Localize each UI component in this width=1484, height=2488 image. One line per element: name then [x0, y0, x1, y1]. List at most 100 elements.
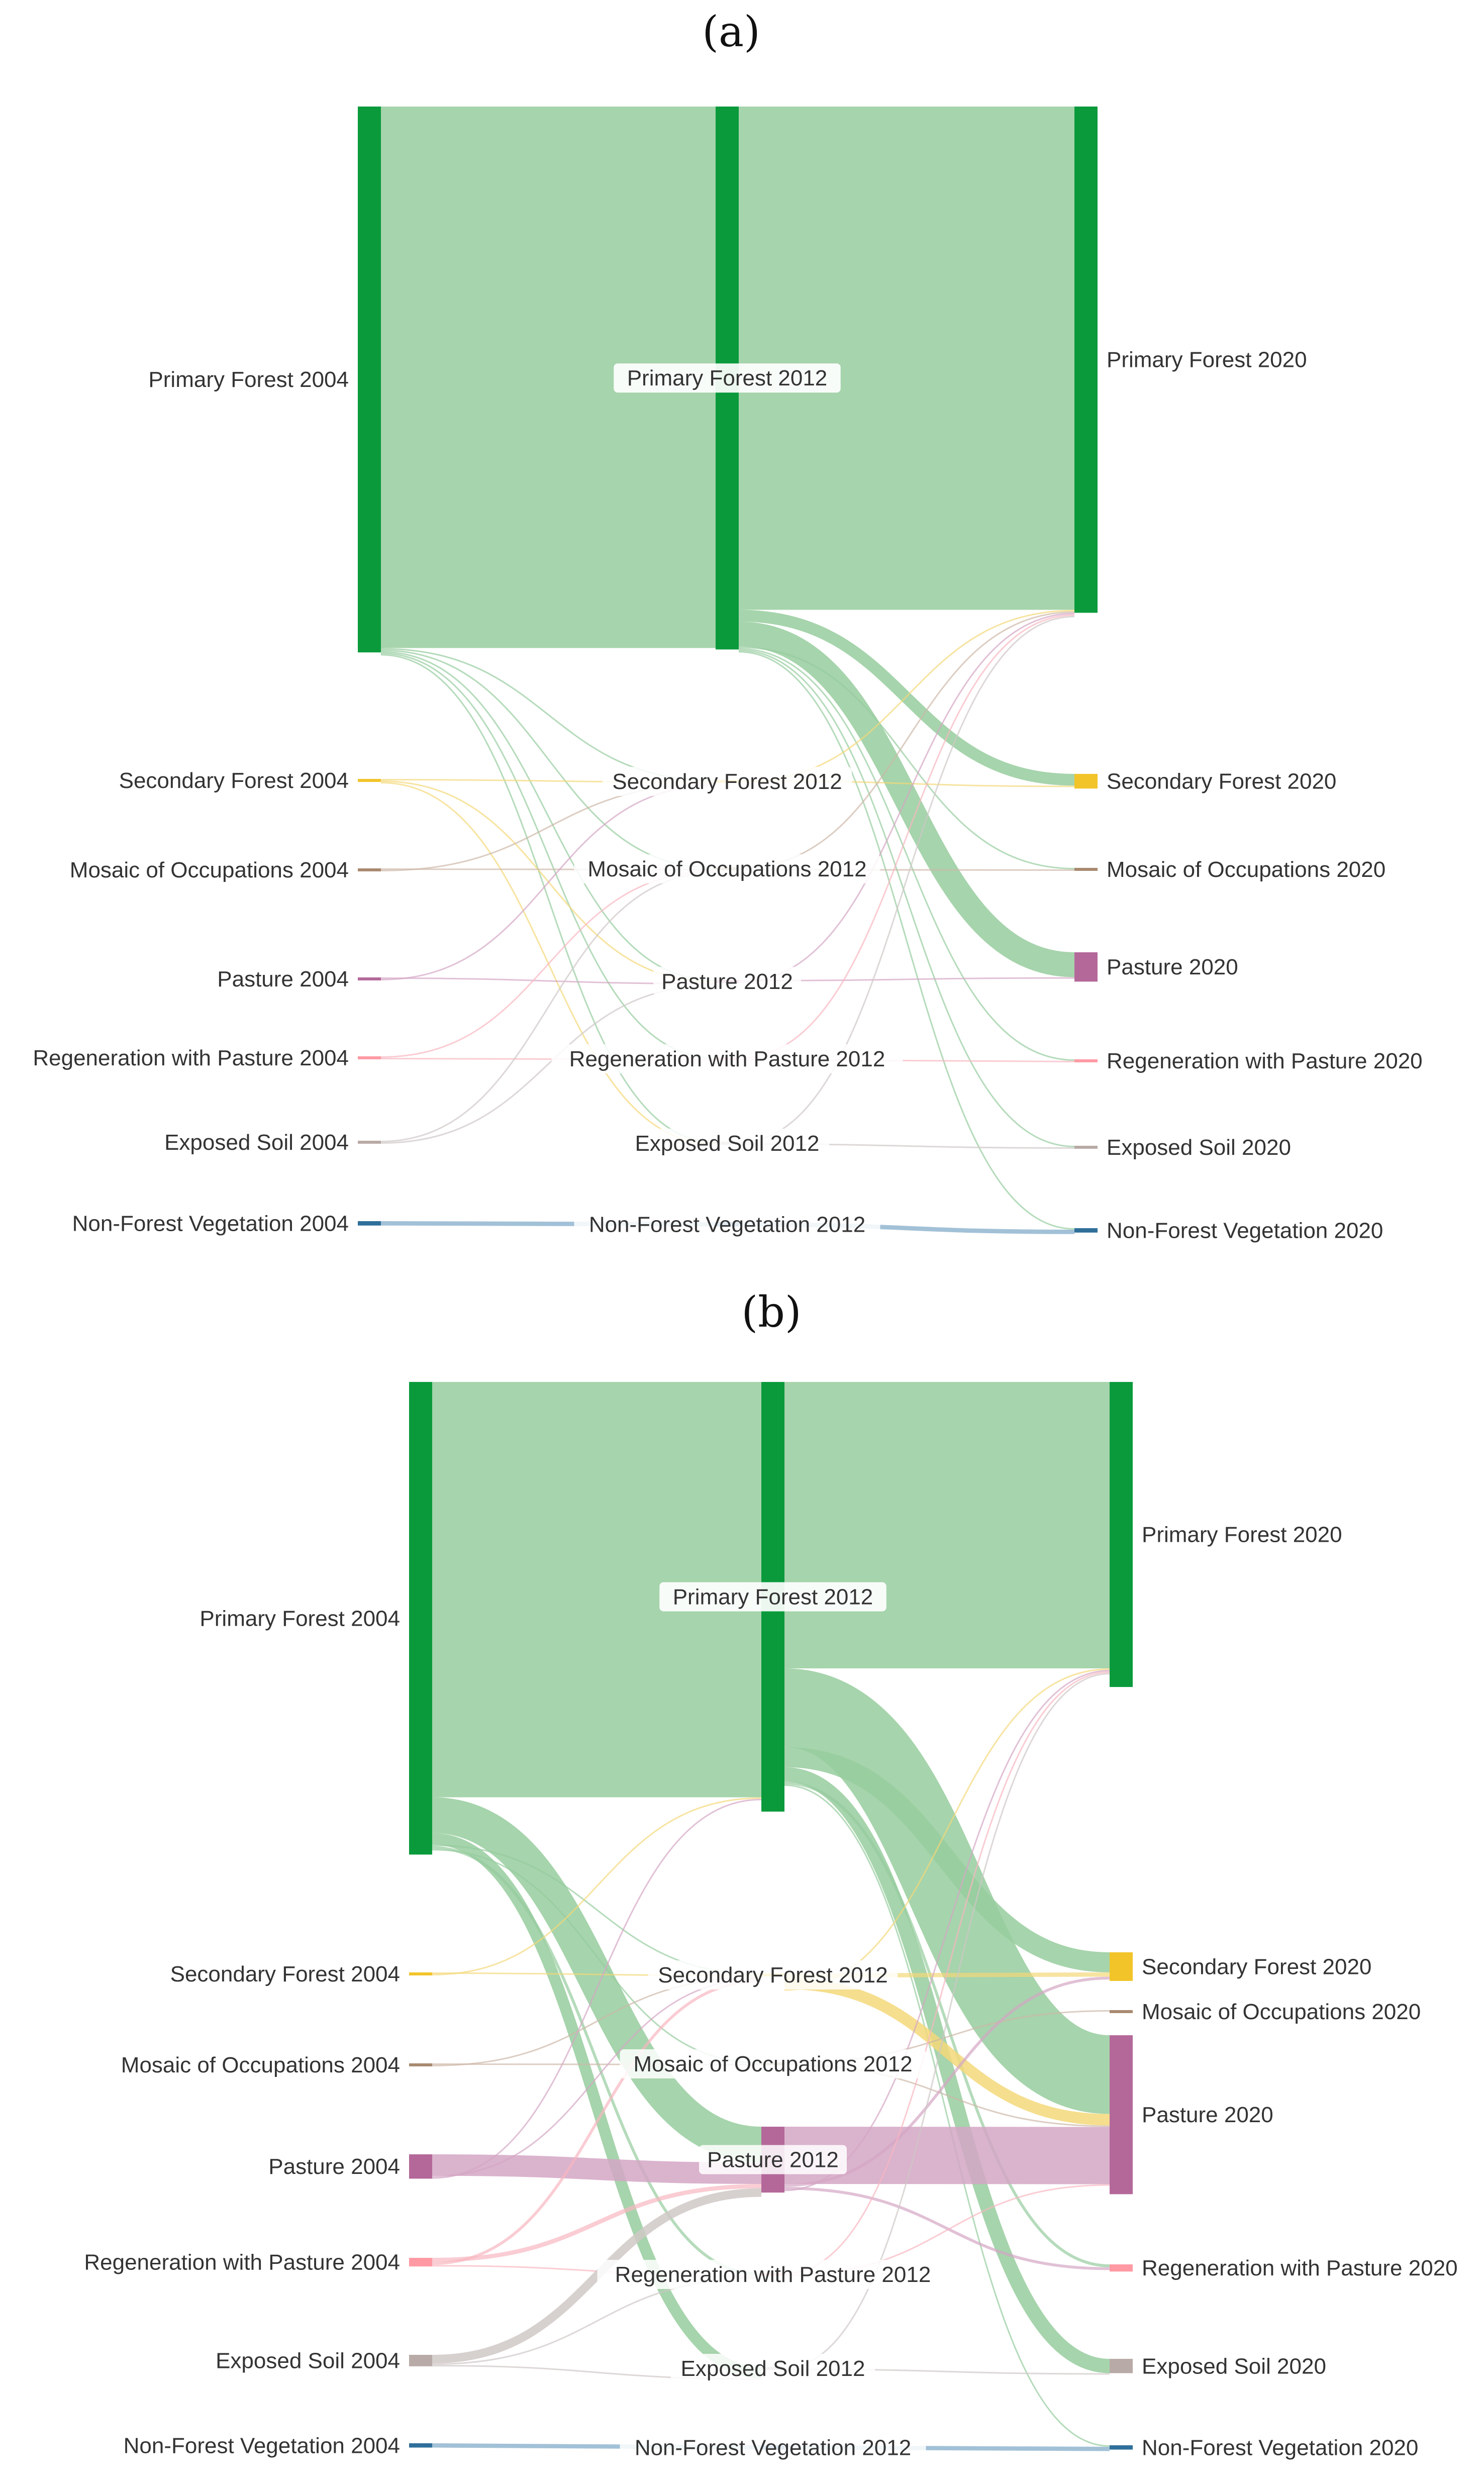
node-label: Primary Forest 2020 — [1107, 348, 1307, 372]
node-2-2 — [1074, 868, 1098, 871]
node-label: Primary Forest 2004 — [200, 1606, 400, 1631]
panel-b-label: (b) — [741, 1287, 801, 1337]
node-label: Regeneration with Pasture 2012 — [615, 2262, 931, 2287]
node-label: Exposed Soil 2012 — [635, 1131, 820, 1156]
node-2-4 — [1074, 1059, 1098, 1062]
node-label-background — [602, 767, 852, 796]
node-label-background — [574, 1210, 880, 1239]
link-2012-2020-3-0 — [784, 1670, 1110, 2192]
node-0-3 — [358, 977, 381, 980]
node-label: Mosaic of Occupations 2012 — [587, 857, 866, 881]
node-0-6 — [409, 2443, 432, 2448]
node-label: Non-Forest Vegetation 2012 — [589, 1212, 865, 1237]
node-2-5 — [1074, 1146, 1098, 1149]
link-2004-2012-0-2 — [432, 1849, 762, 2064]
node-label: Pasture 2004 — [217, 967, 349, 991]
panel-a-label: (a) — [702, 7, 760, 56]
node-label-background — [597, 2260, 949, 2289]
node-label: Regeneration with Pasture 2012 — [569, 1047, 885, 1071]
link-2004-2012-4-1 — [432, 1979, 762, 2265]
node-label: Regeneration with Pasture 2004 — [33, 1046, 349, 1070]
link-2012-2020-0-6 — [738, 651, 1075, 1230]
node-0-6 — [358, 1221, 381, 1226]
link-2012-2020-2-0 — [738, 611, 1075, 869]
node-label: Pasture 2012 — [661, 969, 793, 994]
node-label: Exposed Soil 2004 — [164, 1130, 349, 1155]
node-label: Mosaic of Occupations 2012 — [633, 2052, 912, 2076]
link-2004-2012-0-4 — [432, 1846, 762, 2276]
node-label-background — [653, 967, 801, 996]
node-label: Pasture 2020 — [1107, 955, 1238, 979]
node-2-6 — [1074, 1228, 1098, 1233]
node-label-background — [648, 1960, 898, 1989]
node-label: Regeneration with Pasture 2004 — [84, 2250, 400, 2275]
node-0-5 — [409, 2355, 432, 2366]
node-label: Secondary Forest 2012 — [612, 769, 842, 794]
link-2004-2012-0-5 — [380, 654, 716, 1143]
node-label: Secondary Forest 2012 — [658, 1963, 887, 1987]
link-2012-2020-0-1 — [784, 1747, 1110, 1972]
node-label-background — [574, 854, 880, 883]
node-0-1 — [409, 1972, 432, 1975]
link-2012-2020-1-3 — [784, 1977, 1110, 2126]
link-2004-2012-5-2 — [380, 872, 716, 1142]
link-2004-2012-3-0 — [432, 1799, 762, 2179]
node-2-5 — [1110, 2359, 1133, 2373]
node-label-background — [625, 1129, 830, 1158]
node-label: Mosaic of Occupations 2004 — [70, 858, 349, 882]
panel-b: (b) Primary Forest 2004 Secondary Forest … — [84, 1287, 1458, 2462]
node-2-3 — [1110, 2035, 1133, 2195]
node-label-background — [551, 1044, 903, 1073]
link-2012-2020-0-4 — [784, 1781, 1110, 2267]
link-2012-2020-4-0 — [738, 614, 1075, 1059]
node-label: Mosaic of Occupations 2020 — [1142, 2000, 1421, 2024]
node-2-3 — [1074, 952, 1098, 982]
link-2012-2020-4-0 — [784, 1671, 1110, 2274]
node-label: Secondary Forest 2020 — [1142, 1955, 1371, 1979]
node-0-0 — [358, 107, 381, 653]
panel-b-labels: Primary Forest 2004 Secondary Forest 2004… — [84, 1523, 1458, 2462]
node-2-6 — [1110, 2445, 1133, 2450]
link-2012-2020-5-0 — [784, 1673, 1110, 2368]
link-2004-2012-0-4 — [380, 652, 716, 1059]
node-2-1 — [1110, 1952, 1133, 1981]
node-label-background — [620, 2049, 926, 2078]
link-2012-2020-3-4 — [784, 2186, 1110, 2270]
link-2012-2020-0-5 — [738, 649, 1075, 1147]
node-0-0 — [409, 1382, 432, 1855]
node-label: Non-Forest Vegetation 2020 — [1142, 2435, 1418, 2460]
node-label: Non-Forest Vegetation 2004 — [124, 2433, 400, 2458]
node-0-3 — [409, 2154, 432, 2179]
node-2-0 — [1110, 1382, 1133, 1687]
node-label-background — [614, 363, 841, 393]
node-label: Exposed Soil 2004 — [216, 2348, 400, 2373]
link-2004-2012-0-5 — [432, 1833, 762, 2378]
link-2012-2020-5-0 — [738, 616, 1075, 1143]
node-label: Regeneration with Pasture 2020 — [1142, 2256, 1458, 2280]
node-0-4 — [358, 1056, 381, 1059]
node-label: Secondary Forest 2004 — [119, 768, 349, 793]
node-label: Pasture 2012 — [707, 2148, 839, 2172]
node-label-background — [670, 2354, 875, 2383]
node-label-background — [699, 2145, 847, 2174]
link-2012-2020-0-1 — [738, 610, 1075, 786]
node-0-5 — [358, 1141, 381, 1144]
node-label: Primary Forest 2012 — [627, 366, 828, 390]
link-2004-2012-1-0 — [432, 1797, 762, 1975]
link-2004-2012-0-3 — [431, 1797, 762, 2163]
node-label: Secondary Forest 2004 — [170, 1962, 400, 1986]
node-label: Pasture 2004 — [268, 2154, 400, 2179]
node-label: Non-Forest Vegetation 2012 — [635, 2435, 911, 2460]
node-label-background — [620, 2433, 926, 2462]
link-2004-2012-0-1 — [380, 648, 716, 781]
node-label: Secondary Forest 2020 — [1107, 769, 1336, 794]
node-label: Primary Forest 2020 — [1142, 1523, 1342, 1547]
node-label: Pasture 2020 — [1142, 2103, 1273, 2127]
link-2004-2012-0-2 — [380, 649, 716, 869]
node-0-1 — [358, 779, 381, 782]
node-label: Mosaic of Occupations 2020 — [1107, 857, 1386, 882]
node-label: Regeneration with Pasture 2020 — [1107, 1049, 1423, 1073]
link-2004-2012-4-3 — [432, 2183, 762, 2262]
node-2-2 — [1110, 2010, 1133, 2013]
